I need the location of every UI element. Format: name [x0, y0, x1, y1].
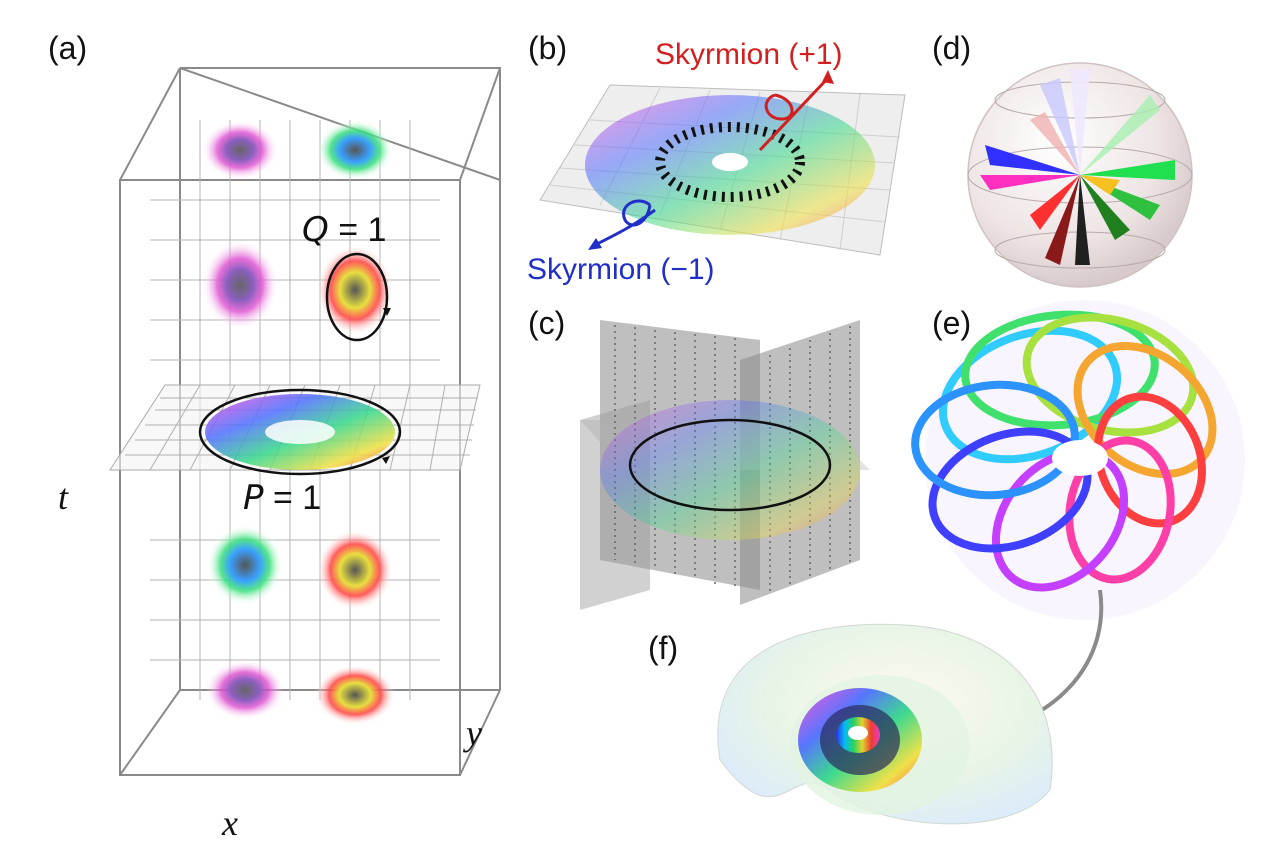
- skyrmion-blob: [205, 660, 285, 720]
- skyrmion-blob: [207, 525, 283, 605]
- skyrmion-blob: [202, 240, 278, 330]
- p-loop: [198, 388, 402, 476]
- axis-label-t: t: [58, 477, 69, 517]
- skyrmion-blob: [315, 665, 395, 725]
- panel-label-b: (b): [528, 30, 568, 66]
- panel-label-d: (d): [932, 30, 972, 66]
- panel-a-spacetime-box: [109, 67, 501, 776]
- panel-label-c: (c): [528, 305, 566, 341]
- c-loop: [628, 418, 832, 512]
- axis-label-x: x: [222, 803, 238, 843]
- p-equation: P = 1: [243, 478, 321, 518]
- skyrmion-minus-label: Skyrmion (−1): [527, 253, 715, 286]
- panel-c-crossed-planes: [580, 320, 870, 610]
- skyrmion-blob: [317, 530, 393, 610]
- minus-pointer: [594, 208, 656, 247]
- panel-b-skyrmion-lattice: [539, 70, 906, 256]
- plus-lasso: [764, 93, 794, 121]
- panel-d-spin-sphere: [967, 62, 1193, 288]
- q-symbol: Q: [302, 210, 329, 250]
- axis-label-y: y: [466, 713, 482, 753]
- plus-pointer: [758, 76, 830, 152]
- q-equation: Q = 1: [302, 210, 386, 250]
- panel-label-f: (f): [648, 630, 679, 666]
- q-loop-arrowhead: [383, 308, 391, 316]
- panel-f-nested-tori: [717, 623, 1053, 825]
- p-loop-arrowhead: [382, 456, 390, 464]
- skyrmion-core-ring: [655, 122, 805, 202]
- skyrmion-plus-label: Skyrmion (+1): [655, 38, 843, 71]
- p-symbol: P: [243, 478, 264, 518]
- q-equals: = 1: [328, 211, 387, 249]
- panel-label-e: (e): [932, 305, 972, 341]
- spin-arrows: [980, 70, 1175, 265]
- q-loop: [325, 252, 389, 342]
- skyrmion-blob: [317, 120, 393, 180]
- p-equals: = 1: [263, 479, 322, 517]
- panel-e-hopf-fibration: [911, 300, 1245, 742]
- panel-label-a: (a): [48, 30, 88, 66]
- skyrmion-blob: [202, 120, 278, 180]
